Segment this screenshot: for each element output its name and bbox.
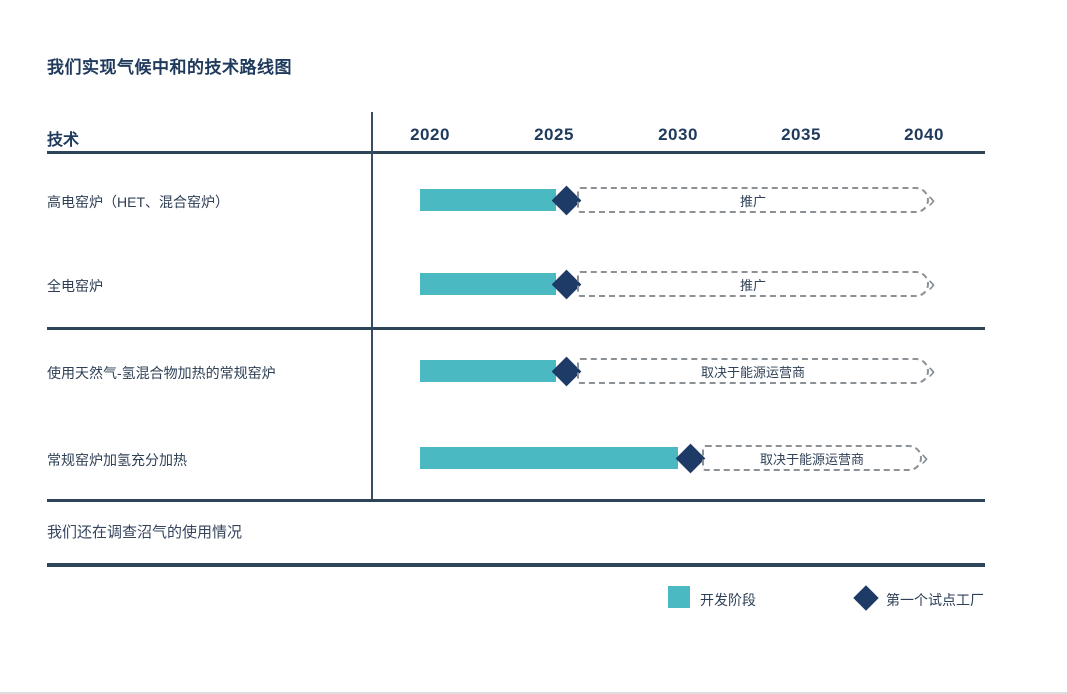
axis-vertical-line xyxy=(371,112,373,502)
row-label: 高电窑炉（HET、混合窑炉） xyxy=(47,194,229,210)
arrow-chevron-icon: › xyxy=(928,187,936,212)
arrow-chevron-icon: › xyxy=(921,445,929,470)
rollout-range: 推广 xyxy=(577,271,929,297)
dev-phase-bar xyxy=(420,189,556,211)
legend-dev-phase-swatch xyxy=(668,586,690,608)
rollout-range-label: 推广 xyxy=(739,193,766,209)
year-tick-2025: 2025 xyxy=(534,125,574,144)
rollout-range: 取决于能源运营商 xyxy=(702,445,922,471)
tech-column-header: 技术 xyxy=(47,132,80,149)
row-label: 常规窑炉加氢充分加热 xyxy=(47,452,187,468)
arrow-chevron-icon: › xyxy=(928,271,936,296)
footer-divider-line xyxy=(47,563,985,567)
pilot-plant-diamond-icon xyxy=(675,443,706,474)
rollout-range: 推广 xyxy=(577,187,929,213)
year-tick-2035: 2035 xyxy=(781,125,821,144)
rollout-range-label: 取决于能源运营商 xyxy=(759,451,864,467)
rollout-range-label: 推广 xyxy=(739,277,766,293)
dev-phase-bar xyxy=(420,273,556,295)
header-divider-line xyxy=(47,151,985,154)
page-title: 我们实现气候中和的技术路线图 xyxy=(47,58,292,77)
rollout-range: 取决于能源运营商 xyxy=(577,358,929,384)
year-tick-2030: 2030 xyxy=(658,125,698,144)
arrow-chevron-icon: › xyxy=(928,358,936,383)
row-label: 使用天然气-氢混合物加热的常规窑炉 xyxy=(47,365,276,381)
legend-pilot-label: 第一个试点工厂 xyxy=(886,592,984,608)
biogas-note: 我们还在调查沼气的使用情况 xyxy=(47,524,243,541)
rollout-range-label: 取决于能源运营商 xyxy=(700,364,805,380)
legend-pilot-diamond-icon xyxy=(853,585,879,611)
legend-dev-phase-label: 开发阶段 xyxy=(700,592,756,608)
section-divider-line xyxy=(47,327,985,330)
year-tick-2020: 2020 xyxy=(410,125,450,144)
dev-phase-bar xyxy=(420,447,678,469)
section-divider-line xyxy=(47,499,985,502)
year-tick-2040: 2040 xyxy=(904,125,944,144)
row-label: 全电窑炉 xyxy=(47,278,103,294)
dev-phase-bar xyxy=(420,360,556,382)
